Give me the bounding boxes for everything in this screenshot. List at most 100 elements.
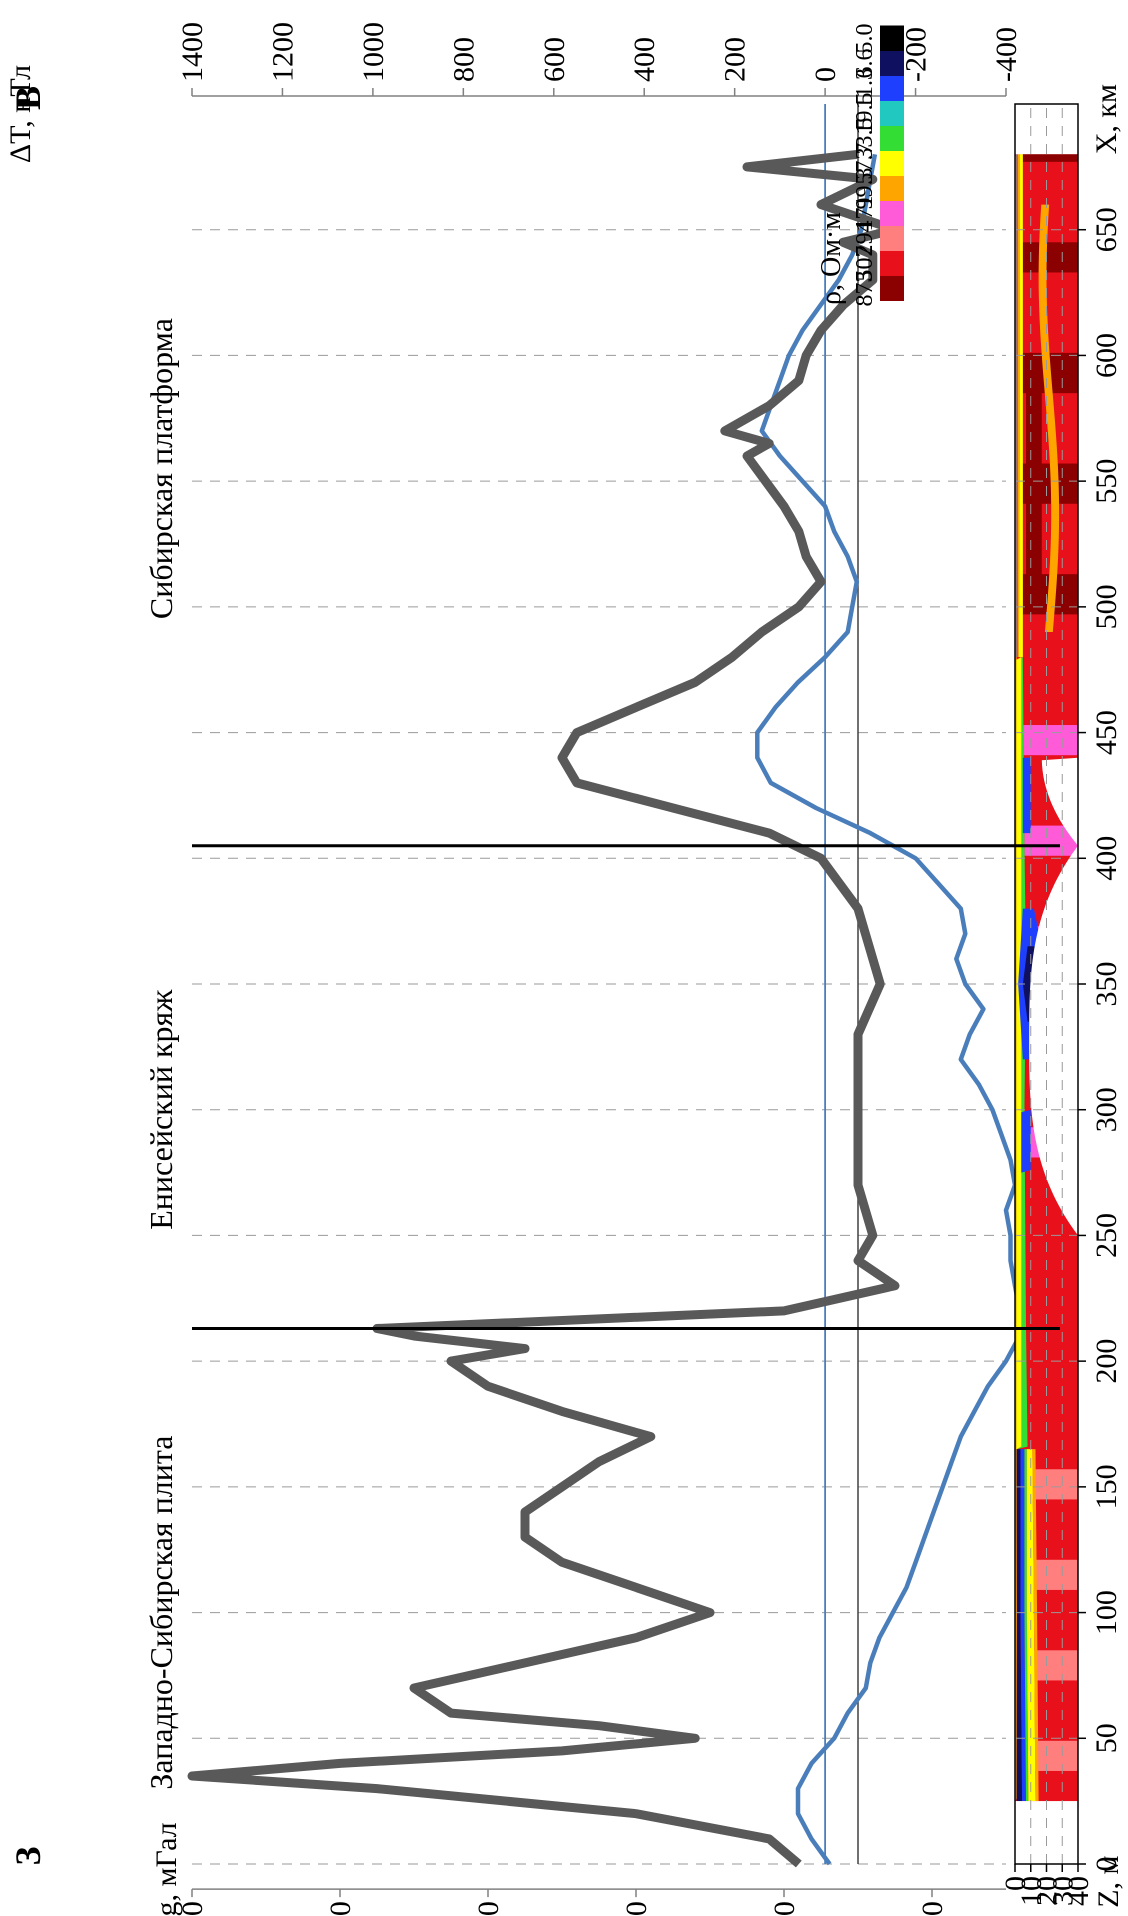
section-column [1023, 714, 1078, 726]
distance-tick-label: 500 [1090, 584, 1123, 629]
magnetic-tick-label: 1400 [176, 22, 209, 82]
rotated-figure: 200-20-40-60-80 140012001000800600400200… [4, 22, 1125, 1916]
section-column [1028, 1488, 1078, 1500]
no-data-region [1029, 845, 1078, 1236]
magnetic-tick-label: 600 [538, 37, 571, 82]
west-label: З [8, 1846, 48, 1865]
section-column [1022, 292, 1078, 303]
section-column [1025, 1297, 1078, 1309]
section-column [1029, 1639, 1078, 1651]
section-column [1022, 171, 1078, 182]
section-column [1022, 302, 1078, 313]
colorbar-cell [880, 200, 904, 226]
section-column [1029, 1679, 1078, 1691]
section-column [1030, 1770, 1078, 1782]
section-column [1022, 211, 1078, 223]
section-column [1023, 744, 1078, 756]
section-column [1022, 231, 1078, 243]
colorbar-level-label: 171 [852, 196, 878, 232]
depth-tick-label: 10 [1015, 1876, 1048, 1906]
section-column [1030, 1750, 1078, 1761]
conductive-anomaly [1022, 757, 1031, 834]
colorbar-cell [880, 50, 904, 76]
magnetic-axis-label: ΔT, нТл [4, 65, 37, 163]
section-column [1023, 694, 1078, 705]
section-column [1027, 1468, 1078, 1480]
region-label: Западно-Сибирская плита [143, 1436, 179, 1790]
section-column [1025, 1307, 1078, 1319]
section-column [1028, 1529, 1078, 1540]
section-column [1027, 1448, 1078, 1460]
gravity-axis-label: Δg, мГал [150, 1822, 183, 1916]
section-column [1025, 1257, 1078, 1269]
section-column [1026, 1327, 1078, 1339]
distance-tick-label: 0 [1090, 1857, 1123, 1872]
section-column [1022, 312, 1078, 323]
colorbar-cell [880, 150, 904, 176]
distance-tick-label: 600 [1090, 333, 1123, 378]
distance-tick-label: 650 [1090, 207, 1123, 252]
yellow-layer [1018, 154, 1023, 658]
section-column [1022, 634, 1078, 645]
section-column [1029, 1700, 1078, 1711]
colorbar-level-label: 19.5 [852, 93, 878, 135]
section-column [1027, 1438, 1078, 1450]
section-column [1026, 1358, 1078, 1369]
section-column [1025, 1237, 1078, 1248]
profile-gridlines [192, 229, 1006, 1865]
colorbar-level-label: 6.6 [852, 49, 878, 79]
colorbar-level-label: 507 [852, 246, 878, 282]
section-column [1023, 734, 1078, 746]
colorbar-cell [880, 75, 904, 101]
section-column [1030, 1740, 1078, 1751]
colorbar-level-label: 873 [852, 271, 878, 307]
distance-tick-label: 300 [1090, 1087, 1123, 1132]
section-column [1025, 1267, 1078, 1279]
distance-tick-label: 100 [1090, 1590, 1123, 1635]
orange-layer [1017, 154, 1020, 658]
colorbar-level-label: 294 [852, 221, 878, 257]
section-column [1024, 825, 1078, 836]
section-column [1030, 1710, 1078, 1721]
gravity-tick-label: -20 [472, 1901, 505, 1916]
colorbar-level-label: 99.3 [852, 168, 878, 210]
section-column [1023, 674, 1078, 685]
colorbar-cell [880, 100, 904, 126]
magnetic-tick-label: 200 [719, 37, 752, 82]
section-column [1024, 845, 1078, 856]
section-column [1022, 154, 1078, 162]
colorbar-cell [880, 125, 904, 151]
tectonic-boundaries [192, 844, 1060, 1330]
transition-layer [1024, 1449, 1029, 1802]
region-label: Енисейский кряж [143, 989, 179, 1230]
colorbar-cell [880, 25, 904, 51]
section-column [1028, 1549, 1078, 1560]
distance-axis-label: X, км [1090, 84, 1123, 154]
section-column [1023, 704, 1078, 715]
section-column [1029, 1649, 1078, 1661]
east-label: В [8, 86, 48, 110]
intermediate-layer [1032, 1449, 1039, 1802]
section-column [1022, 654, 1078, 665]
section-column [1026, 1348, 1078, 1359]
geophysical-profiles-plot: 200-20-40-60-80 140012001000800600400200… [4, 22, 1023, 1916]
magnetic-tick-label: 400 [628, 37, 661, 82]
gravity-tick-label: -80 [916, 1901, 949, 1916]
section-column [1030, 1790, 1078, 1802]
section-column [1023, 684, 1078, 695]
distance-tick-label: 550 [1090, 459, 1123, 504]
colorbar-cells [880, 25, 904, 301]
section-column [1025, 1247, 1078, 1259]
depth-tick-label: 0 [999, 1876, 1032, 1891]
section-column [1022, 241, 1078, 253]
magnetic-anomaly-line [755, 153, 1022, 1866]
section-column [1022, 201, 1078, 213]
conductive-sediment-layer [1016, 1449, 1023, 1802]
magnetic-tick-label: 800 [447, 37, 480, 82]
depth-tick-label: 20 [1031, 1876, 1064, 1906]
section-column [1022, 342, 1078, 353]
colorbar-level-label: 57.7 [852, 143, 878, 185]
region-label: Сибирская платформа [143, 318, 179, 619]
